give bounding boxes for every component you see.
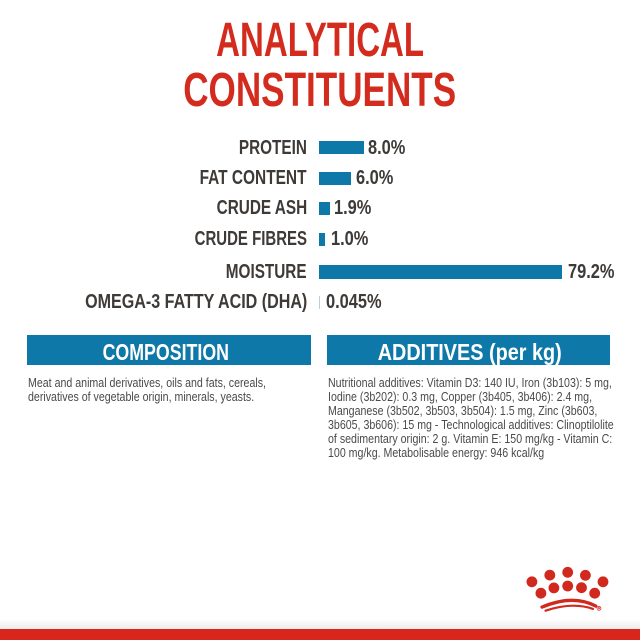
svg-text:R: R — [598, 607, 601, 611]
